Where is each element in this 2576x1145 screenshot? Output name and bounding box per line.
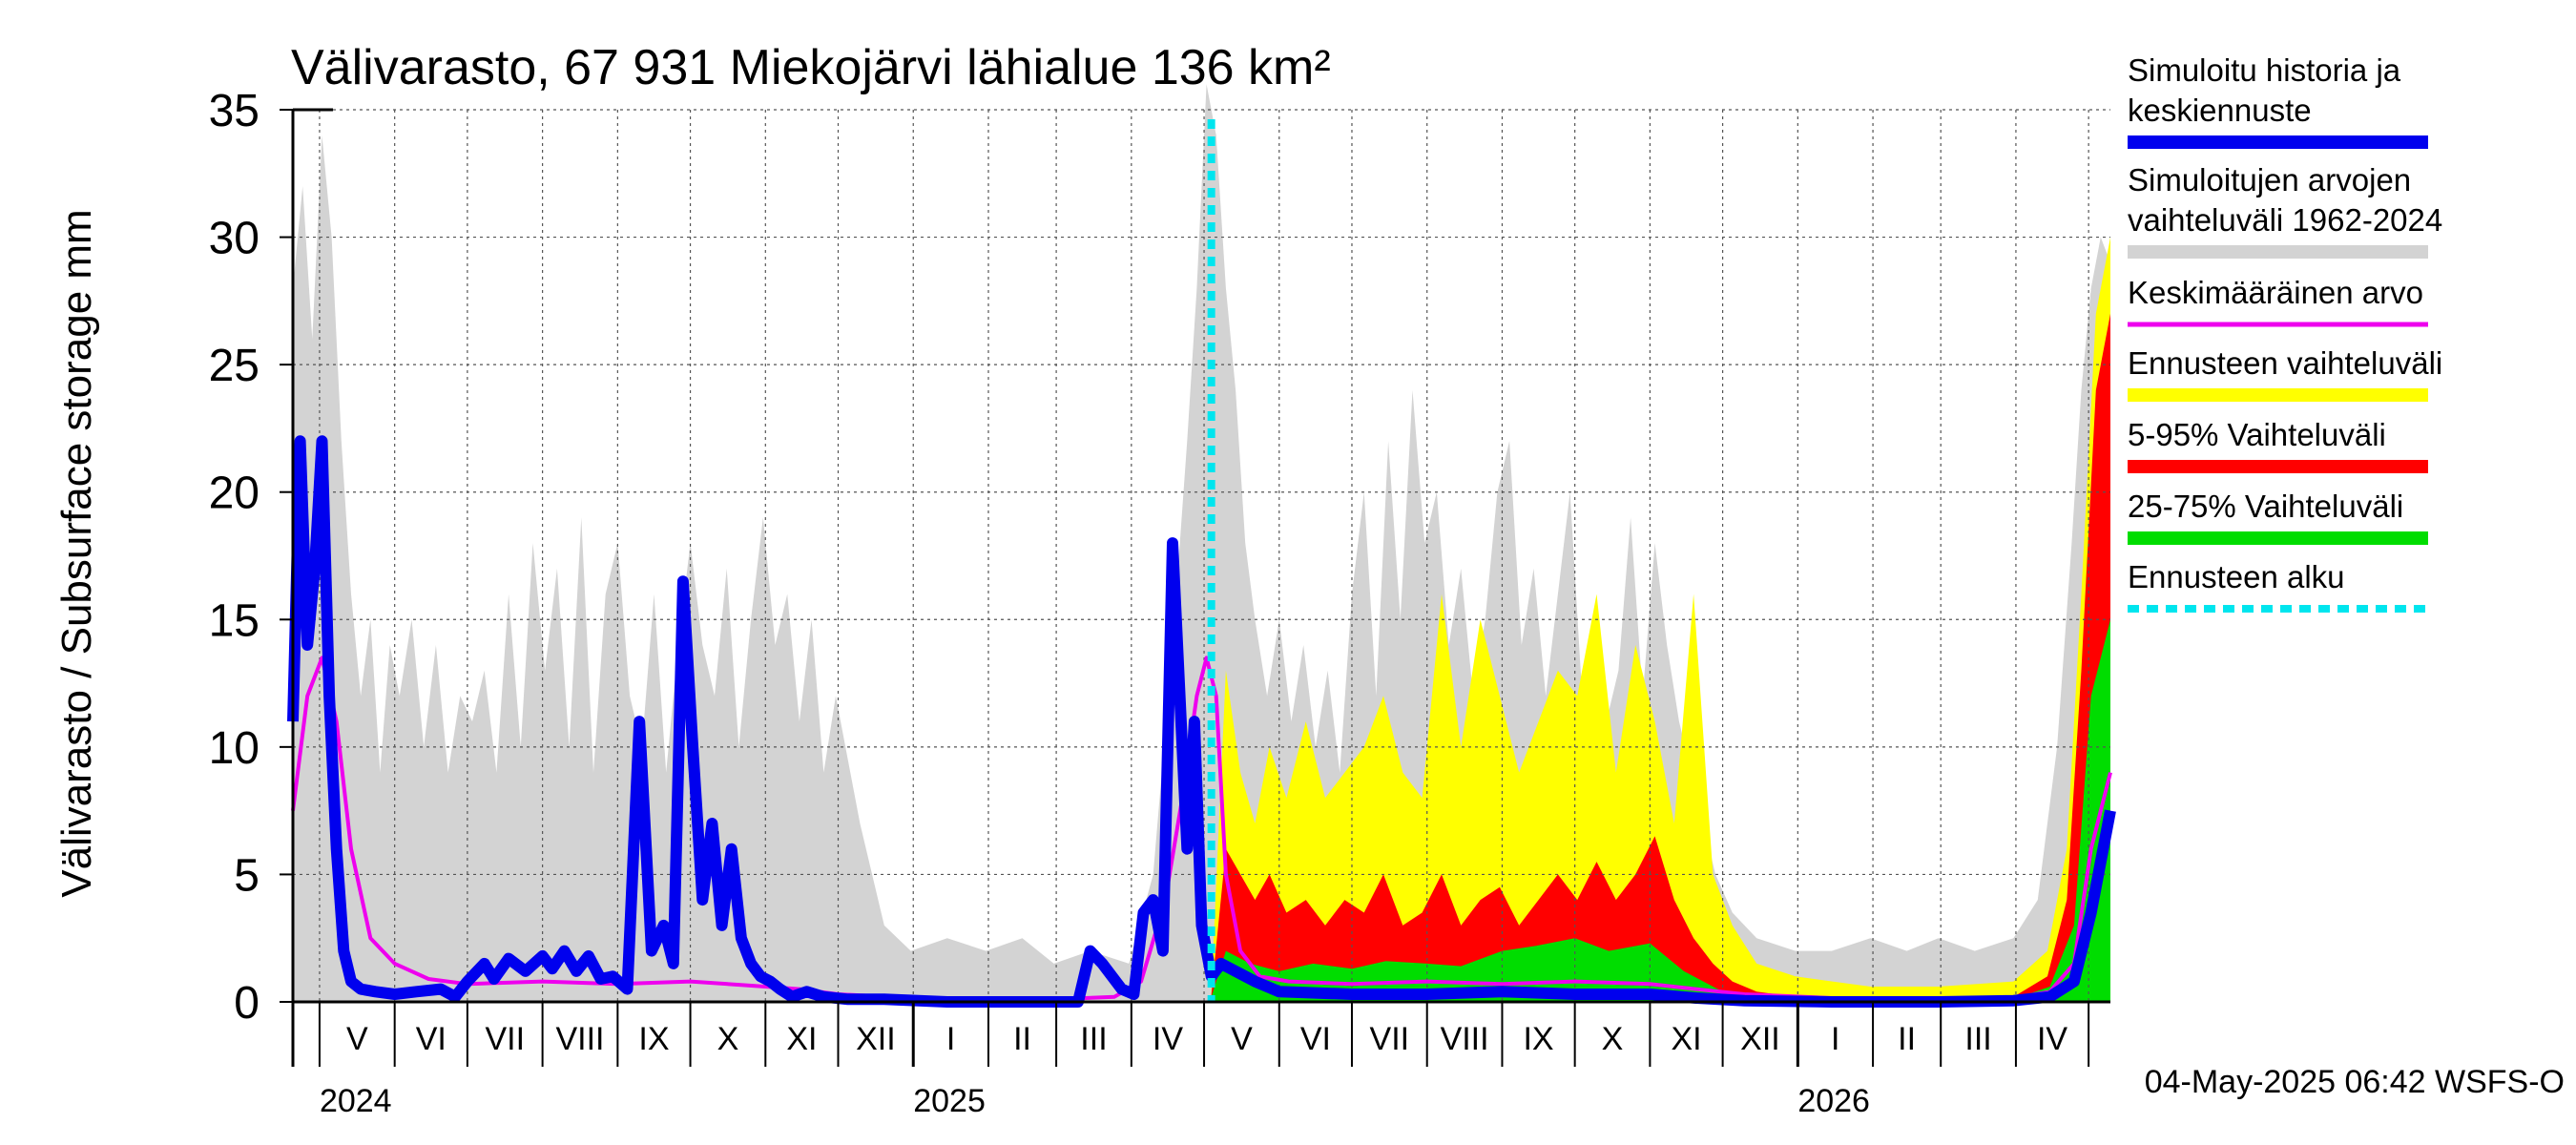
x-tick-label-16: IX — [1523, 1021, 1553, 1057]
legend-label-6: Ennusteen alku — [2128, 559, 2345, 594]
legend-label-4: 5-95% Vaihteluväli — [2128, 417, 2386, 452]
axes — [291, 108, 2110, 1004]
x-year-label-0: 2024 — [320, 1083, 392, 1119]
x-tick-label-19: XII — [1740, 1021, 1780, 1057]
y-tick-label-5: 25 — [209, 341, 260, 391]
x-tick-label-4: IX — [638, 1021, 669, 1057]
legend-label-5: 25-75% Vaihteluväli — [2128, 489, 2403, 524]
x-tick-label-10: III — [1080, 1021, 1107, 1057]
x-tick-label-20: I — [1831, 1021, 1839, 1057]
x-tick-label-2: VII — [485, 1021, 525, 1057]
band-2 — [1211, 313, 2110, 1002]
y-tick-label-4: 20 — [209, 468, 260, 519]
y-tick-label-3: 15 — [209, 595, 260, 646]
y-tick-label-7: 35 — [209, 86, 260, 136]
x-tick-label-9: II — [1013, 1021, 1031, 1057]
grid-lines — [293, 109, 2110, 1002]
y-tick-label-2: 10 — [209, 723, 260, 774]
chart-title: Välivarasto, 67 931 Miekojärvi lähialue … — [291, 40, 1331, 95]
y-tick-label-1: 5 — [234, 850, 260, 901]
legend-label-3: Ennusteen vaihteluväli — [2128, 345, 2442, 381]
range-bands — [293, 84, 2110, 1003]
x-tick-label-21: II — [1898, 1021, 1916, 1057]
x-year-label-2: 2026 — [1797, 1083, 1870, 1119]
x-tick-label-22: III — [1964, 1021, 1991, 1057]
band-1 — [1211, 237, 2110, 1003]
x-tick-label-23: IV — [2037, 1021, 2067, 1057]
y-axis-label: Välivarasto / Subsurface storage mm — [53, 209, 100, 897]
legend-label-0: Simuloitu historia ja keskiennuste — [2128, 52, 2401, 128]
x-tick-label-5: X — [717, 1021, 739, 1057]
x-tick-label-1: VI — [416, 1021, 447, 1057]
legend-label-1: Simuloitujen arvojen vaihteluväli 1962-20… — [2128, 162, 2442, 238]
x-axis-ticks: V VI VII VIII IX X XI XII I II III IV V VI VII VIII IX X X… — [291, 1002, 2090, 1119]
x-tick-label-11: IV — [1153, 1021, 1183, 1057]
x-tick-label-12: V — [1231, 1021, 1253, 1057]
x-year-label-1: 2025 — [913, 1083, 986, 1119]
timestamp-footer: 04-May-2025 06:42 WSFS-O — [2145, 1064, 2565, 1100]
x-tick-label-15: VIII — [1441, 1021, 1489, 1057]
x-tick-label-18: XI — [1671, 1021, 1701, 1057]
y-tick-label-0: 0 — [234, 978, 260, 1029]
x-tick-label-13: VI — [1300, 1021, 1331, 1057]
y-axis-ticks: 0 5 10 15 20 25 30 35 — [209, 86, 293, 1029]
x-tick-label-14: VII — [1370, 1021, 1410, 1057]
series-line-1 — [287, 435, 2116, 1008]
x-tick-label-6: XI — [786, 1021, 817, 1057]
y-tick-label-6: 30 — [209, 214, 260, 264]
x-tick-label-3: VIII — [555, 1021, 604, 1057]
x-tick-label-17: X — [1602, 1021, 1624, 1057]
legend-label-2: Keskimääräinen arvo — [2128, 275, 2423, 310]
x-tick-label-8: I — [946, 1021, 955, 1057]
legend: Simuloitu historia ja keskiennuste Simuloi… — [2128, 52, 2442, 613]
x-tick-label-0: V — [346, 1021, 368, 1057]
x-tick-label-7: XII — [856, 1021, 896, 1057]
series-lines — [287, 119, 2116, 1008]
